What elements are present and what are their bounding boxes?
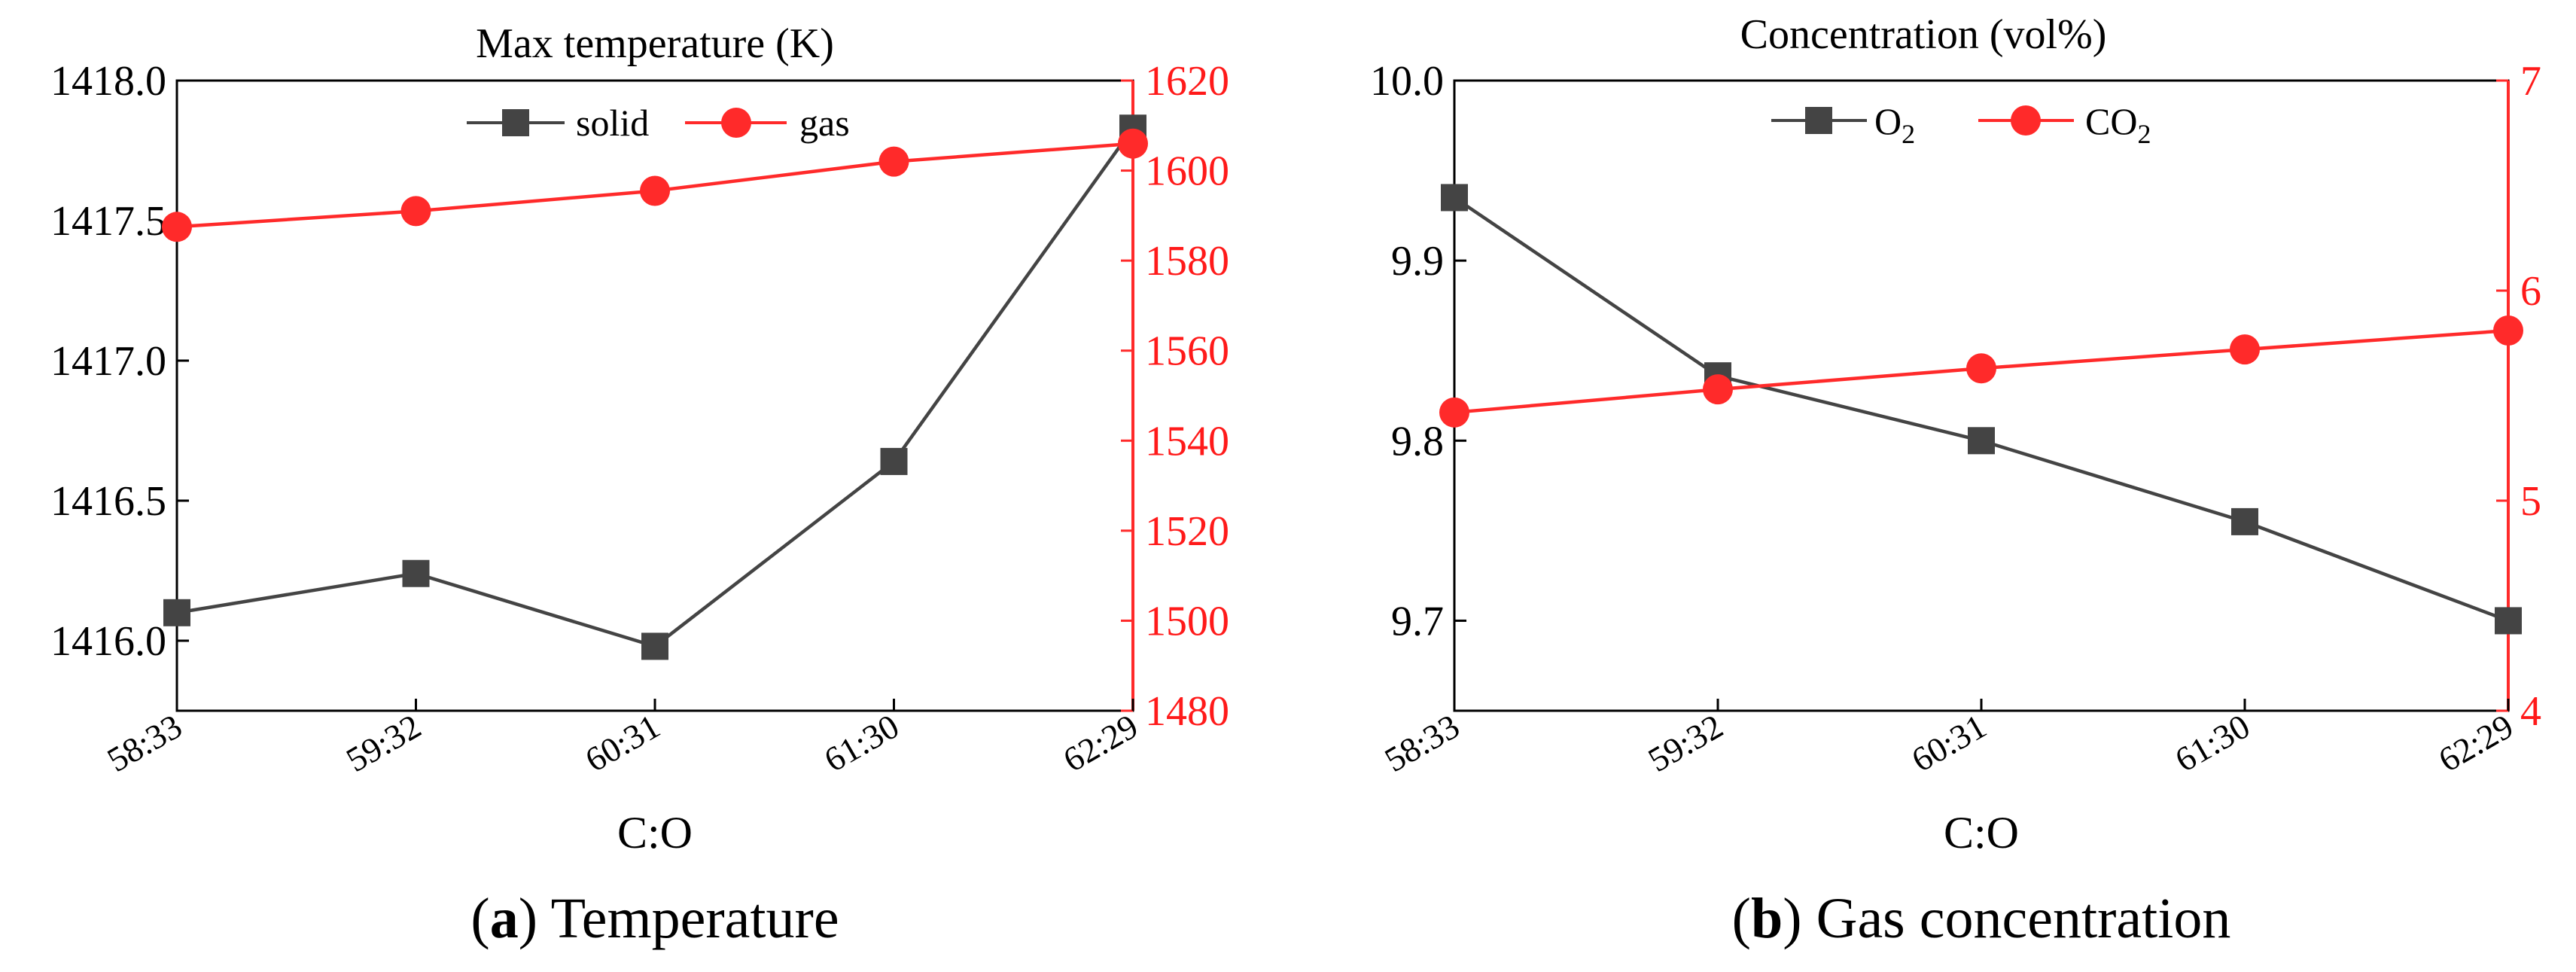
- legend-gas-label: gas: [799, 102, 850, 144]
- panel-a-solid-point: [880, 447, 908, 475]
- x-tick-label: 60:31: [1905, 706, 1993, 779]
- left-tick-label: 1417.0: [50, 338, 166, 385]
- left-tick-label: 9.8: [1391, 418, 1444, 465]
- right-tick-label: 1480: [1145, 688, 1229, 735]
- right-tick-label: 1620: [1145, 58, 1229, 105]
- panel-b-caption-label: b: [1751, 887, 1783, 950]
- left-tick-label: 10.0: [1370, 58, 1444, 105]
- right-tick-label: 1500: [1145, 598, 1229, 644]
- panel-b-chart: Concentration (vol%) 9.79.89.910.0 4567 …: [1370, 11, 2541, 950]
- panel-b-series: [1439, 184, 2523, 635]
- panel-a-gas-point: [640, 175, 670, 206]
- legend-co2-marker: [2011, 105, 2041, 136]
- panel-b-left-ticks: 9.7 9.8 9.9 10.0: [1370, 58, 1466, 644]
- left-tick-label: 1417.5: [50, 198, 166, 245]
- panel-a-caption-label: a: [490, 887, 519, 950]
- right-tick-label: 5: [2520, 478, 2541, 525]
- right-tick-label: 1560: [1145, 328, 1229, 375]
- legend-co2-label: CO2: [2085, 100, 2151, 149]
- legend-o2-marker: [1805, 107, 1832, 134]
- right-tick-label: 1580: [1145, 238, 1229, 285]
- panel-a-gas-point: [878, 146, 909, 177]
- panel-b-x-axis-label: C:O: [1944, 808, 2019, 858]
- legend-gas-marker: [721, 108, 751, 138]
- panel-a-left-ticks: 1416.0 1416.5 1417.0 1417.5 1418.0: [50, 58, 189, 665]
- panel-a-caption: (a) Temperature: [470, 887, 839, 950]
- panel-b-co2-point: [1439, 397, 1469, 428]
- panel-a-caption-text: Temperature: [551, 887, 839, 950]
- panel-a-gas-point: [400, 196, 431, 227]
- x-tick-label: 59:32: [340, 706, 427, 779]
- legend-solid-label: solid: [576, 102, 649, 144]
- panel-a-x-axis-label: C:O: [617, 808, 693, 858]
- right-tick-label: 1520: [1145, 508, 1229, 555]
- panel-a-solid-point: [641, 632, 668, 660]
- panel-a-right-ticks: 1480 1500 1520 1540 1560 1580 1600 1620: [1121, 58, 1229, 735]
- left-tick-label: 9.7: [1391, 598, 1444, 644]
- panel-b-o2-point: [2231, 507, 2258, 535]
- panel-a-series: [162, 114, 1148, 660]
- panel-b-right-ticks: 4 5 6 7: [2496, 58, 2541, 735]
- legend-solid-marker: [502, 109, 529, 136]
- panel-b-series-o2-line: [1453, 196, 2509, 623]
- panel-b-legend: O2 CO2: [1771, 100, 2151, 149]
- panel-b-caption: (b) Gas concentration: [1732, 887, 2231, 950]
- right-tick-label: 1600: [1145, 148, 1229, 195]
- x-tick-label: 61:30: [2169, 706, 2256, 779]
- left-tick-label: 9.9: [1391, 238, 1444, 285]
- panel-b-plot-frame: [1453, 79, 2510, 712]
- panel-a-gas-point: [1118, 128, 1148, 159]
- x-tick-label: 59:32: [1642, 706, 1729, 779]
- panel-b-co2-point: [2493, 315, 2523, 346]
- panel-a-solid-point: [402, 559, 430, 587]
- panel-a-legend: solid gas: [467, 102, 850, 144]
- panel-a-plot-frame: [175, 79, 1134, 712]
- x-tick-label: 62:29: [2432, 706, 2520, 779]
- panel-a-chart: Max temperature (K) 1416.01416.51417.014…: [50, 20, 1229, 950]
- legend-o2-label: O2: [1874, 100, 1915, 149]
- panel-a-title: Max temperature (K): [476, 20, 834, 67]
- x-tick-label: 61:30: [818, 706, 905, 779]
- panel-b-o2-point: [2495, 607, 2522, 635]
- panel-b-co2-point: [1703, 374, 1733, 405]
- left-tick-label: 1418.0: [50, 58, 166, 105]
- right-tick-label: 7: [2520, 58, 2541, 105]
- x-tick-label: 58:33: [101, 706, 188, 779]
- panel-b-co2-point: [1966, 353, 1996, 384]
- panel-a-gas-point: [162, 212, 192, 242]
- panel-b-o2-point: [1968, 427, 1995, 455]
- panel-b-co2-point: [2230, 334, 2260, 365]
- left-tick-label: 1416.0: [50, 618, 166, 665]
- left-tick-label: 1416.5: [50, 478, 166, 525]
- right-tick-label: 4: [2520, 688, 2541, 735]
- x-tick-label: 62:29: [1057, 706, 1144, 779]
- right-tick-label: 1540: [1145, 418, 1229, 465]
- panel-b-title: Concentration (vol%): [1740, 11, 2107, 58]
- panel-a-solid-point: [163, 599, 190, 626]
- right-tick-label: 6: [2520, 268, 2541, 315]
- x-tick-label: 60:31: [579, 706, 666, 779]
- panel-b-o2-point: [1441, 184, 1468, 212]
- x-tick-label: 58:33: [1378, 706, 1466, 779]
- panel-b-caption-text: Gas concentration: [1816, 887, 2231, 950]
